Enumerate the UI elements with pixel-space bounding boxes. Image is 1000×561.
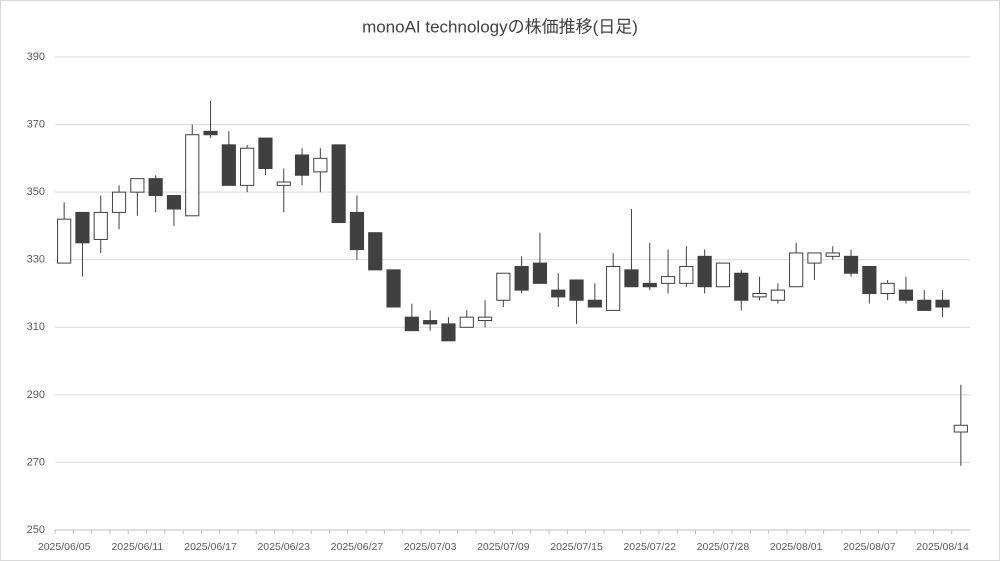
candle-body [203,130,218,136]
candle-body [386,269,401,308]
candle-body [349,211,365,251]
candle-body [477,316,493,322]
candle-body [423,320,438,325]
x-tick-label: 2025/06/17 [184,541,237,553]
x-tick-label: 2025/06/11 [111,541,163,553]
candle-body [642,282,657,288]
candle-body [185,134,200,217]
candle-body [111,191,127,213]
candle-body [276,181,291,186]
candle-body [331,144,346,224]
candle-body [294,154,310,176]
candle-body [441,323,456,342]
x-tick-label: 2025/06/05 [38,541,91,553]
x-tick-label: 2025/08/07 [843,541,896,553]
candle-body [313,157,328,173]
x-tick-label: 2025/07/09 [477,541,530,553]
candle-body [606,265,621,311]
candle-body [898,289,914,301]
candle-body [935,299,950,308]
candle-body [679,265,694,284]
candle-body [697,255,712,288]
x-tick-label: 2025/07/28 [697,541,750,553]
candle-body [807,252,822,264]
x-tick-label: 2025/08/01 [770,541,823,553]
x-tick-label: 2025/07/22 [623,541,676,553]
candle-body [569,279,584,301]
candle-body [660,276,676,284]
candle-body [587,299,602,308]
candle-body [166,195,182,210]
x-tick-label: 2025/07/15 [550,541,603,553]
candle-body [368,232,383,271]
candle-body [880,282,895,295]
candle-body [496,272,511,301]
candle-body [258,137,273,169]
y-tick-label: 270 [27,456,45,468]
y-tick-label: 310 [27,321,45,333]
y-tick-label: 250 [27,524,45,536]
candle-body [130,178,145,193]
candle-body [404,316,419,332]
candle-body [789,252,804,288]
candle-body [770,289,785,301]
candle-body [715,262,731,288]
candle-body [624,269,639,288]
y-tick-label: 350 [27,186,45,198]
y-tick-label: 370 [27,118,45,130]
x-tick-label: 2025/07/03 [404,541,457,553]
x-tick-label: 2025/08/14 [916,541,969,553]
candle-body [953,424,968,433]
candle-body [240,147,255,186]
candle-body [93,211,108,240]
chart-title: monoAI technologyの株価推移(日足) [362,17,638,36]
candle-body [532,262,548,284]
candle-body [862,265,877,295]
candle-body [825,252,840,257]
candle-body [551,289,566,298]
candle-body [459,316,474,328]
candle-body [75,211,90,244]
candle-body [514,265,529,291]
y-tick-label: 330 [27,254,45,266]
candle-body [917,299,932,311]
y-tick-label: 390 [27,51,45,63]
x-tick-label: 2025/06/23 [257,541,310,553]
x-tick-label: 2025/06/27 [331,541,384,553]
candle-body [734,272,749,301]
candle-body [843,255,859,274]
candle-body [148,178,163,197]
candle-body [221,144,236,186]
candle-body [57,218,72,264]
y-tick-label: 290 [27,389,45,401]
candle-body [752,293,767,298]
